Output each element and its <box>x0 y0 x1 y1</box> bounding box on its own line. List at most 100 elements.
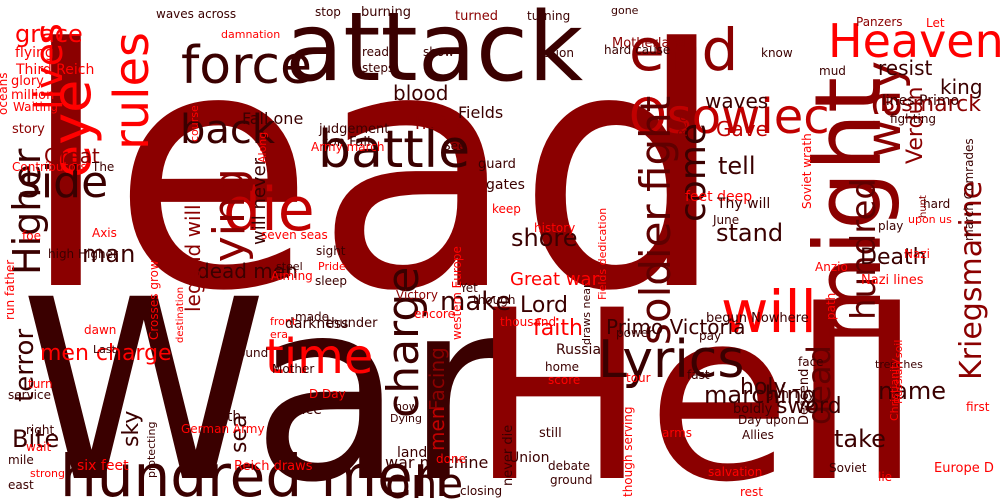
word-land: land <box>397 445 427 461</box>
word-axis: Axis <box>92 226 117 240</box>
word-way: way <box>856 61 912 158</box>
word-mile: mile <box>8 453 34 467</box>
word-marching: marching <box>704 381 817 409</box>
word-seven-seas: seven seas <box>261 228 328 242</box>
word-end: end <box>629 16 738 84</box>
word-june: June <box>712 213 739 227</box>
word-he-s: heâ s <box>415 113 464 134</box>
word-home: home <box>545 360 579 374</box>
word-rest: rest <box>740 485 763 499</box>
word-war: War <box>20 246 507 500</box>
word-europe-d: Europe D <box>934 461 994 476</box>
word-ready: ready <box>362 45 396 59</box>
word-death: Death <box>860 245 927 270</box>
word-face: face <box>798 355 824 369</box>
word-son-fall: son Fall <box>322 135 371 150</box>
word-kriegsmarine: Kriegsmarine <box>954 181 989 380</box>
word-bite: Bite <box>12 425 59 453</box>
word-battle: battle <box>318 120 470 180</box>
word-terror: terror <box>10 329 40 402</box>
word-boldly: boldly <box>733 402 773 417</box>
word-verdun: Verdun <box>903 87 928 164</box>
word-oceans: oceans <box>0 72 10 115</box>
word-story: story <box>12 122 45 137</box>
word-hundred-men: hundred men <box>60 442 450 500</box>
word-army-march: Army march <box>311 140 384 154</box>
word-fighting: fighting <box>890 112 936 126</box>
word-high-higher: high Higher <box>48 247 118 261</box>
word-men: men <box>425 407 449 451</box>
word-holy: holy <box>740 375 787 400</box>
word-stop: stop <box>315 5 341 19</box>
word-the: The <box>91 160 114 174</box>
word-protecting: protecting <box>145 422 158 478</box>
word-sight: sight <box>316 244 346 258</box>
word-panzers: Panzers <box>856 15 903 29</box>
word-sleep: sleep <box>315 274 347 288</box>
word-6th: 6th <box>218 409 241 425</box>
word-thousand: thousand <box>500 315 556 329</box>
word-come: come <box>673 123 714 222</box>
word-fields: Fields <box>458 103 503 122</box>
word-hell: Hell <box>470 261 922 500</box>
word-nation: nation <box>536 46 574 60</box>
word-stand: stand <box>716 219 783 247</box>
word-d-day: D Day <box>309 387 346 401</box>
word-western-europe: western Europe <box>450 246 464 340</box>
word-feet-deep: feet deep <box>685 189 752 205</box>
word-tour: tour <box>626 371 651 385</box>
word-anzio: Anzio <box>815 260 848 274</box>
word-history: history <box>534 221 575 235</box>
word-osowiec: Osowiec <box>629 89 830 145</box>
word-soldier: soldier <box>631 204 680 345</box>
word-reich-draws: Reich draws <box>234 459 313 474</box>
word-guard: guard <box>478 157 516 172</box>
word-one: one <box>385 459 463 500</box>
word-hard: hard <box>923 197 950 211</box>
word-charge: charge <box>378 267 429 418</box>
word-front: front <box>270 315 297 328</box>
word-still: still <box>539 426 562 441</box>
word-thy-will: Thy will <box>716 196 770 212</box>
word-know: know <box>761 46 793 60</box>
word-though-serving: though serving <box>621 406 635 497</box>
word-gone: gone <box>611 4 639 17</box>
word-day-upon: Day upon <box>738 413 796 427</box>
word-german-army: German Army <box>181 422 265 436</box>
word-grace: grace <box>15 20 83 48</box>
word-time: time <box>265 329 373 385</box>
word-dawn: dawn <box>84 323 116 337</box>
word-destination: destination <box>175 287 186 343</box>
word-era: era <box>270 328 288 341</box>
word-begun-nowhere: begun Nowhere <box>706 311 809 326</box>
word-right: right <box>26 423 54 437</box>
word-east: east <box>8 478 34 492</box>
word-around: around <box>226 346 268 360</box>
word-hard-cause: hard cause <box>604 43 670 57</box>
word-victory: Victory <box>396 288 438 302</box>
word-great: Great <box>44 144 100 168</box>
word-soviet: Soviet <box>829 461 867 475</box>
word-name: name <box>878 377 946 405</box>
word-gates: gates <box>486 177 525 193</box>
word-lord: Lord <box>520 293 568 318</box>
word-will-never: will never <box>249 157 270 245</box>
word-gun-thy: gun Thy <box>766 387 815 401</box>
word-tell: tell <box>718 152 756 180</box>
word-mother: Mother <box>272 362 314 376</box>
word-wait: wait <box>26 440 52 454</box>
word-dead-men: dead men <box>197 259 298 283</box>
word-will: will <box>721 278 817 346</box>
word-course: course <box>188 105 201 142</box>
word-dead: dead <box>800 345 838 425</box>
word-lines-primo: lines Primo <box>882 93 959 109</box>
word-debate: debate <box>548 459 590 473</box>
word-see: See <box>443 139 465 153</box>
word-burning: burning <box>361 5 411 20</box>
word-made: made <box>295 310 329 324</box>
word-keep: keep <box>492 202 521 216</box>
word-run-father: run father <box>3 260 17 320</box>
word-faith: faith <box>533 316 583 341</box>
word-steel: steel <box>276 260 303 273</box>
